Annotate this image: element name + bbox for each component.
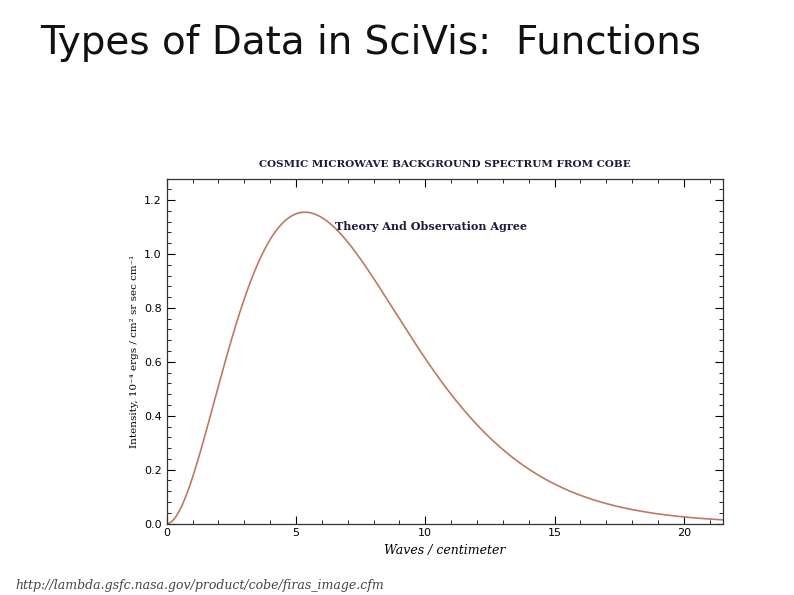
Title: COSMIC MICROWAVE BACKGROUND SPECTRUM FROM COBE: COSMIC MICROWAVE BACKGROUND SPECTRUM FRO… bbox=[259, 161, 630, 170]
Text: http://lambda.gsfc.nasa.gov/product/cobe/firas_image.cfm: http://lambda.gsfc.nasa.gov/product/cobe… bbox=[16, 579, 384, 592]
Text: Theory And Observation Agree: Theory And Observation Agree bbox=[335, 221, 526, 231]
Text: Types of Data in SciVis:  Functions: Types of Data in SciVis: Functions bbox=[40, 24, 700, 62]
Y-axis label: Intensity, 10⁻⁴ ergs / cm² sr sec cm⁻¹: Intensity, 10⁻⁴ ergs / cm² sr sec cm⁻¹ bbox=[129, 255, 139, 447]
X-axis label: Waves / centimeter: Waves / centimeter bbox=[384, 544, 505, 557]
